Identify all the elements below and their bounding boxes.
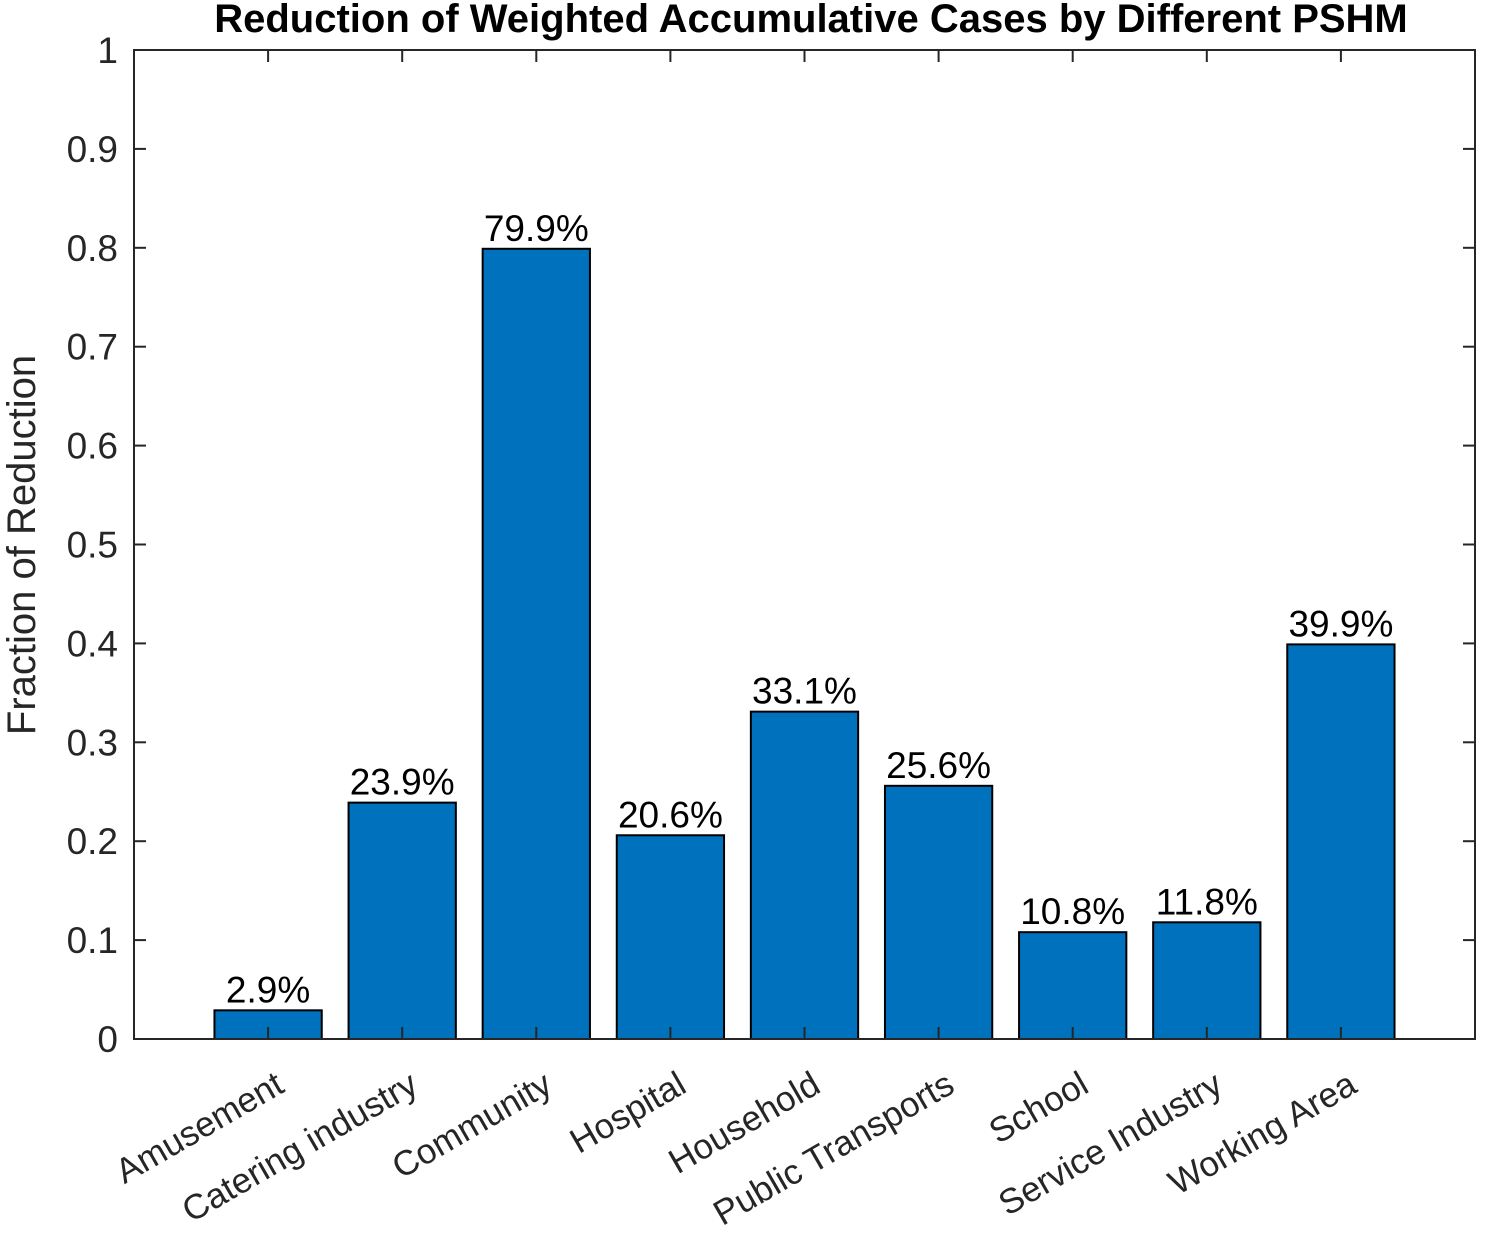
x-tick-label: Public Transports bbox=[707, 1064, 961, 1233]
data-label: 11.8% bbox=[1156, 881, 1258, 922]
data-label: 10.8% bbox=[1020, 891, 1125, 932]
y-tick-label: 0.2 bbox=[67, 821, 118, 862]
bar bbox=[1018, 931, 1128, 1040]
data-label: 33.1% bbox=[752, 671, 857, 712]
y-tick-label: 0.1 bbox=[67, 920, 118, 961]
bar bbox=[1286, 643, 1396, 1040]
y-tick-label: 0 bbox=[97, 1019, 118, 1060]
bar bbox=[347, 801, 457, 1041]
bar bbox=[1152, 921, 1262, 1040]
data-label: 2.9% bbox=[226, 969, 310, 1010]
bar bbox=[615, 834, 726, 1040]
plot-area-frame bbox=[133, 49, 1476, 1040]
x-tick-label: Catering industry bbox=[176, 1064, 425, 1230]
y-ticks-group: 0 0.1 0.2 0.3 0.4 0.5 0.6 0.7 0.8 0.9 1 bbox=[67, 30, 1475, 1060]
y-tick-label: 0.6 bbox=[67, 426, 118, 467]
bar bbox=[883, 784, 994, 1040]
y-axis-label: Fraction of Reduction bbox=[0, 355, 44, 735]
data-label: 25.6% bbox=[886, 745, 991, 786]
y-tick-label: 0.4 bbox=[67, 623, 118, 664]
y-tick-label: 0.7 bbox=[67, 327, 118, 368]
y-tick-label: 1 bbox=[97, 30, 118, 71]
data-label: 23.9% bbox=[350, 762, 455, 803]
y-tick-label: 0.5 bbox=[67, 525, 118, 566]
y-tick-label: 0.3 bbox=[67, 722, 118, 763]
data-label: 20.6% bbox=[618, 794, 723, 835]
data-label: 79.9% bbox=[484, 208, 589, 249]
bar bbox=[749, 710, 860, 1040]
y-tick-label: 0.9 bbox=[67, 129, 118, 170]
x-tick-label: School bbox=[983, 1064, 1095, 1151]
x-tick-label: Service Industry bbox=[992, 1064, 1229, 1223]
bars-group bbox=[213, 247, 1396, 1041]
chart-title: Reduction of Weighted Accumulative Cases… bbox=[214, 0, 1408, 41]
bar bbox=[481, 247, 591, 1040]
data-label: 39.9% bbox=[1288, 603, 1393, 644]
y-tick-label: 0.8 bbox=[67, 228, 118, 269]
data-labels-group: 2.9% 23.9% 79.9% 20.6% 33.1% 25.6% 10.8% 11.8% 3… bbox=[226, 208, 1393, 1011]
